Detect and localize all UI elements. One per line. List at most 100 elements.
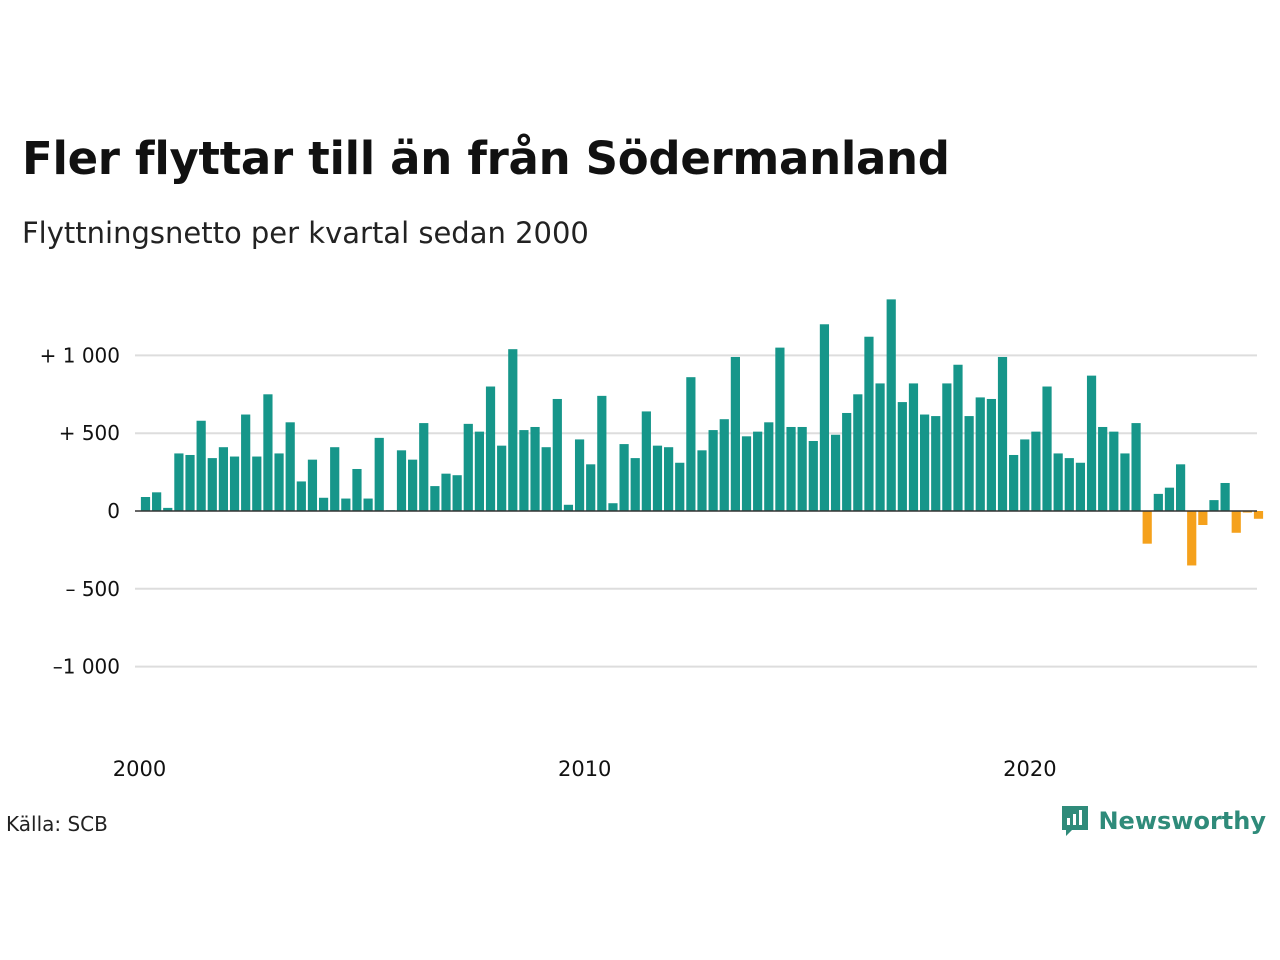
bar [552, 398, 562, 511]
bar [1187, 511, 1197, 566]
bar [530, 426, 540, 511]
bar [363, 498, 373, 511]
bar-chart: + 1 000 + 500 0 – 500 –1 000 2000 2010 2020 [40, 299, 1264, 781]
bar [519, 430, 529, 511]
y-tick-label: 0 [107, 499, 120, 523]
bar [1109, 431, 1119, 511]
bar [908, 383, 919, 511]
bar [997, 356, 1008, 511]
bar [441, 473, 451, 511]
bar [1153, 493, 1163, 511]
bar [419, 423, 429, 511]
x-tick-label: 2000 [113, 757, 166, 781]
bars [140, 299, 1264, 566]
bar [341, 498, 351, 511]
bar [1053, 453, 1063, 511]
bar [474, 431, 484, 511]
bar [686, 377, 696, 511]
bar [1175, 464, 1186, 511]
bar [808, 440, 818, 511]
bar [797, 426, 807, 511]
bar [920, 414, 930, 511]
bar [307, 459, 318, 511]
bar [719, 419, 729, 511]
bar [1131, 423, 1141, 511]
bar [819, 324, 830, 511]
bar [285, 422, 295, 511]
bar [1064, 458, 1074, 511]
y-tick-label: –1 000 [53, 655, 120, 679]
bar [452, 475, 462, 511]
bar [764, 422, 774, 511]
bar [574, 439, 585, 511]
bar [207, 458, 217, 511]
bar [697, 450, 707, 511]
bar [1075, 462, 1086, 511]
y-axis-labels: + 1 000 + 500 0 – 500 –1 000 [40, 343, 120, 678]
bar [1086, 375, 1097, 511]
bar [374, 437, 384, 511]
bar [396, 450, 407, 511]
bar [274, 453, 284, 511]
bar [352, 468, 362, 511]
chart-subtitle: Flyttningsnetto per kvartal sedan 2000 [22, 216, 589, 250]
x-tick-label: 2020 [1003, 757, 1056, 781]
bar [741, 436, 752, 511]
chart-title: Fler flyttar till än från Södermanland [22, 132, 950, 185]
bar [1098, 426, 1108, 511]
bar [964, 416, 974, 511]
bar [1142, 511, 1152, 544]
bar [241, 414, 251, 511]
bar [1198, 511, 1208, 525]
bar [597, 395, 607, 511]
bar [1031, 431, 1041, 511]
bar [318, 497, 329, 511]
bar [853, 394, 863, 511]
bar [897, 402, 907, 511]
bar [185, 454, 195, 511]
bar [563, 504, 574, 511]
bar [708, 430, 718, 511]
bar [775, 347, 785, 511]
y-tick-label: + 1 000 [40, 343, 120, 367]
bar [675, 462, 685, 511]
bar [252, 456, 262, 511]
brand-name: Newsworthy [1098, 807, 1266, 835]
bar [174, 453, 184, 511]
bar [652, 445, 663, 511]
bar [1120, 453, 1130, 511]
bar [263, 394, 273, 511]
bar [953, 364, 963, 511]
brand-logo: Newsworthy [1060, 804, 1266, 838]
bar [485, 386, 496, 511]
bar [1253, 511, 1264, 519]
bar [586, 464, 596, 511]
y-tick-label: + 500 [59, 421, 120, 445]
bar [229, 456, 240, 511]
bar [630, 458, 640, 511]
bar [875, 383, 885, 511]
bar [140, 497, 151, 511]
newsworthy-logo-icon [1062, 806, 1089, 836]
bar [619, 444, 629, 511]
bar [152, 492, 162, 511]
bar [1242, 511, 1252, 513]
bar [196, 420, 206, 511]
bar [1164, 487, 1175, 511]
bar [296, 481, 306, 511]
bar [730, 356, 740, 511]
bar [931, 416, 941, 511]
bar [497, 445, 507, 511]
bar [1020, 439, 1030, 511]
bar [1042, 386, 1052, 511]
bar [1209, 500, 1219, 511]
bar [641, 411, 651, 511]
grid-lines [135, 354, 1257, 668]
bar [463, 423, 473, 511]
bar [986, 398, 996, 511]
bar [330, 447, 340, 511]
y-tick-label: – 500 [65, 577, 120, 601]
bar [886, 299, 896, 511]
x-tick-label: 2010 [558, 757, 611, 781]
source-note: Källa: SCB [6, 812, 108, 836]
